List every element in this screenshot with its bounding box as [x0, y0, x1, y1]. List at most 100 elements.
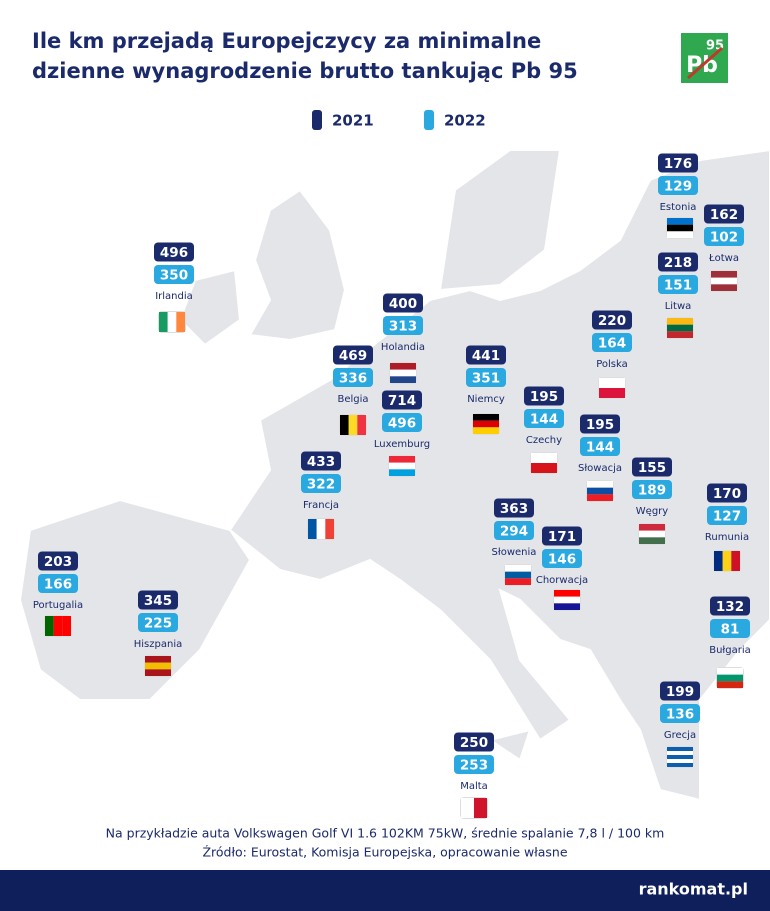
- flag-stripe: [711, 271, 737, 278]
- flag-stripe: [348, 415, 358, 435]
- flag-stripe: [389, 462, 415, 470]
- value-box: [658, 176, 698, 195]
- country-name: Luxemburg: [374, 439, 430, 450]
- value-label: 136: [666, 707, 694, 723]
- flag-stripe: [717, 681, 743, 688]
- flag-stripe: [722, 551, 732, 571]
- country-name: Irlandia: [155, 291, 193, 302]
- value-label: 129: [664, 179, 692, 195]
- flag-stripe: [667, 231, 693, 238]
- value-label: 400: [389, 296, 417, 312]
- country-name: Węgry: [636, 506, 668, 517]
- value-box: [383, 293, 423, 313]
- flag-stripe: [717, 674, 743, 682]
- country-name: Słowacja: [578, 463, 622, 474]
- value-label: 81: [721, 622, 740, 638]
- legend-swatch: [312, 110, 322, 130]
- flag-stripe: [667, 763, 693, 767]
- flag-stripe: [639, 537, 665, 544]
- footer-bar: [0, 870, 770, 911]
- value-label: 195: [586, 417, 614, 433]
- land: [18, 498, 252, 701]
- value-box: [454, 755, 494, 774]
- value-box: [138, 613, 178, 632]
- flag-stripe: [667, 218, 693, 225]
- flag-stripe: [639, 530, 665, 538]
- value-box: [301, 451, 341, 471]
- flag-stripe: [667, 751, 693, 755]
- flag-stripe: [667, 747, 693, 751]
- value-box: [333, 345, 373, 365]
- value-label: 166: [44, 577, 72, 593]
- value-box: [466, 345, 506, 365]
- value-box: [658, 275, 698, 294]
- flag-stripe: [390, 369, 416, 377]
- value-label: 171: [548, 529, 576, 545]
- value-box: [632, 480, 672, 499]
- value-label: 433: [307, 454, 335, 470]
- flag-stripe: [390, 363, 416, 370]
- value-box: [704, 227, 744, 246]
- value-label: 496: [388, 416, 416, 432]
- country-name: Belgia: [337, 394, 368, 405]
- value-label: 155: [638, 460, 666, 476]
- country-name: Rumunia: [705, 532, 749, 543]
- flag-stripe: [554, 590, 580, 597]
- value-label: 294: [500, 524, 528, 540]
- country-name: Malta: [460, 781, 488, 792]
- value-box: [38, 551, 78, 571]
- value-label: 351: [472, 371, 500, 387]
- value-box: [707, 483, 747, 503]
- value-box: [466, 368, 506, 387]
- flag-stripe: [473, 414, 499, 421]
- value-box: [524, 386, 564, 406]
- flag-stripe: [357, 415, 366, 435]
- title: Ile km przejadą Europejczycy za minimaln…: [32, 29, 541, 53]
- flag-stripe: [599, 388, 625, 398]
- flag-stripe: [62, 616, 71, 636]
- value-box: [333, 368, 373, 387]
- country-name: Niemcy: [467, 394, 505, 405]
- land: [228, 148, 770, 802]
- flag-stripe: [667, 324, 693, 332]
- flag-stripe: [714, 551, 723, 571]
- value-label: 203: [44, 554, 72, 570]
- flag-stripe: [531, 453, 557, 463]
- country-name: Holandia: [381, 342, 425, 353]
- value-box: [494, 521, 534, 540]
- value-box: [494, 498, 534, 518]
- value-box: [301, 474, 341, 493]
- value-label: 469: [339, 348, 367, 364]
- value-box: [704, 204, 744, 224]
- flag-stripe: [599, 378, 625, 388]
- value-label: 132: [716, 599, 744, 615]
- value-box: [632, 457, 672, 477]
- flag-stripe: [145, 669, 171, 676]
- value-label: 322: [307, 477, 335, 493]
- value-box: [710, 619, 750, 638]
- flag-stripe: [340, 415, 349, 435]
- value-box: [454, 732, 494, 752]
- legend-label: 2022: [444, 112, 486, 130]
- flag-stripe: [159, 312, 168, 332]
- value-label: 220: [598, 313, 626, 329]
- flag-stripe: [587, 494, 613, 501]
- country-name: Chorwacja: [536, 575, 588, 586]
- flag-stripe: [667, 331, 693, 338]
- flag-stripe: [554, 596, 580, 604]
- map: [18, 148, 770, 802]
- flag-stripe: [389, 469, 415, 476]
- value-box: [660, 681, 700, 701]
- value-box: [592, 310, 632, 330]
- value-box: [382, 413, 422, 432]
- flag-stripe: [505, 571, 531, 579]
- country-name: Litwa: [665, 301, 692, 312]
- flag-stripe: [474, 798, 487, 818]
- value-box: [154, 265, 194, 284]
- value-box: [658, 252, 698, 272]
- flag-stripe: [731, 551, 740, 571]
- flag-stripe: [145, 656, 171, 663]
- flag-stripe: [473, 420, 499, 428]
- value-label: 714: [388, 393, 416, 409]
